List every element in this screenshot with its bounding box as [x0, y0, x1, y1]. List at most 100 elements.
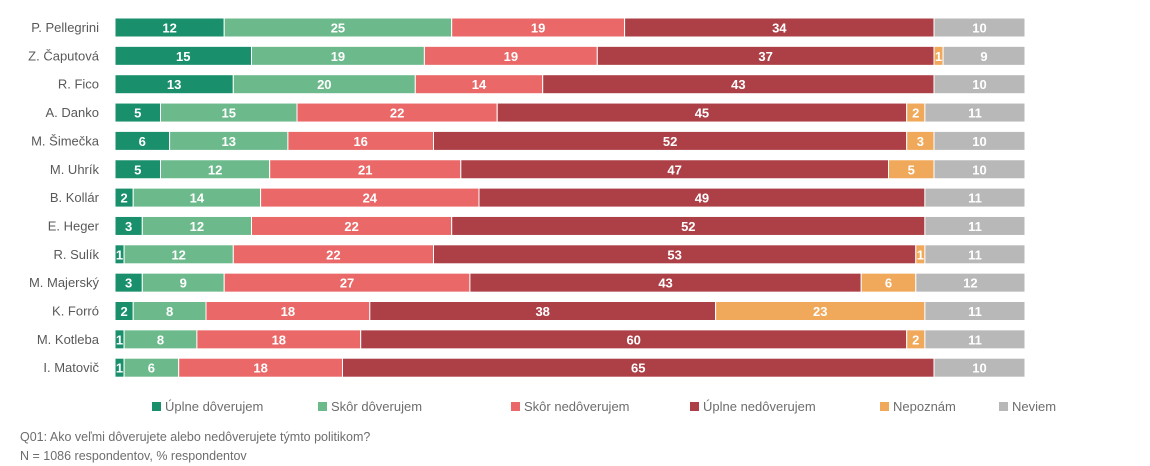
bar-row: A. Danko 5 15 22 45 2 11: [46, 102, 1026, 123]
data-label: 43: [658, 276, 672, 291]
legend-label: Skôr nedôverujem: [524, 399, 630, 414]
category-label: R. Sulík: [53, 247, 99, 262]
chart-legend: Úplne dôverujem Skôr dôverujem Skôr nedôve…: [0, 399, 1150, 419]
data-label: 10: [972, 162, 986, 177]
data-label: 11: [968, 332, 982, 347]
bar-segment: [924, 329, 1026, 350]
data-label: 20: [317, 77, 331, 92]
bar-row: P. Pellegrini 12 25 19 34 10: [31, 17, 1026, 38]
data-label: 8: [166, 304, 173, 319]
data-label: 3: [125, 219, 132, 234]
data-label: 1: [116, 361, 123, 376]
bar-segment: [924, 187, 1026, 208]
category-label: Z. Čaputová: [28, 48, 100, 63]
bar-segment: [924, 244, 1026, 265]
category-label: B. Kollár: [50, 190, 100, 205]
data-label: 12: [208, 162, 222, 177]
legend-item: Neviem: [999, 399, 1056, 414]
data-label: 2: [120, 191, 127, 206]
data-label: 5: [908, 162, 915, 177]
legend-label: Nepoznám: [893, 399, 956, 414]
data-label: 12: [162, 21, 176, 36]
data-label: 12: [190, 219, 204, 234]
legend-label: Úplne nedôverujem: [703, 399, 816, 414]
data-label: 6: [885, 276, 892, 291]
data-label: 11: [968, 304, 982, 319]
data-label: 5: [134, 162, 141, 177]
data-label: 11: [968, 219, 982, 234]
bar-row: M. Uhrík 5 12 21 47 5 10: [50, 159, 1026, 180]
data-label: 10: [972, 134, 986, 149]
legend-swatch: [152, 402, 161, 411]
data-label: 6: [139, 134, 146, 149]
data-label: 9: [180, 276, 187, 291]
data-label: 12: [963, 276, 977, 291]
legend-item: Nepoznám: [880, 399, 956, 414]
category-label: P. Pellegrini: [31, 20, 99, 35]
data-label: 1: [917, 247, 924, 262]
data-label: 11: [968, 106, 982, 121]
legend-item: Úplne dôverujem: [152, 399, 263, 414]
bar-segment: [942, 45, 1026, 66]
data-label: 53: [667, 247, 681, 262]
data-label: 1: [116, 332, 123, 347]
data-label: 21: [358, 162, 372, 177]
category-label: M. Uhrík: [50, 162, 100, 177]
category-label: K. Forró: [52, 304, 99, 319]
bar-row: E. Heger 3 12 22 52 11: [48, 215, 1026, 236]
data-label: 3: [125, 276, 132, 291]
bar-segment: [933, 17, 1026, 38]
legend-item: Skôr dôverujem: [318, 399, 422, 414]
bar-segment: [924, 301, 1026, 321]
bar-row: R. Fico 13 20 14 43 10: [58, 74, 1026, 95]
data-label: 8: [157, 332, 164, 347]
data-label: 43: [731, 77, 745, 92]
data-label: 10: [972, 21, 986, 36]
data-label: 15: [222, 106, 236, 121]
data-label: 65: [631, 361, 645, 376]
data-label: 13: [167, 77, 181, 92]
data-label: 22: [390, 106, 404, 121]
data-label: 45: [695, 106, 709, 121]
legend-swatch: [880, 402, 889, 411]
legend-label: Úplne dôverujem: [165, 399, 264, 414]
data-label: 10: [972, 361, 986, 376]
sample-note: N = 1086 respondentov, % respondentov: [20, 449, 247, 463]
bar-segment: [924, 215, 1026, 236]
category-label: M. Majerský: [29, 275, 100, 290]
bar-row: R. Sulík 1 12 22 53 1 11: [53, 244, 1026, 265]
data-label: 27: [340, 276, 354, 291]
bar-segment: [933, 130, 1026, 151]
data-label: 34: [772, 21, 787, 36]
bar-segment: [933, 357, 1026, 378]
category-label: M. Kotleba: [37, 332, 100, 347]
category-label: R. Fico: [58, 77, 99, 92]
data-label: 1: [116, 247, 123, 262]
stacked-bar-chart: P. Pellegrini 12 25 19 34 10Z. Čaputová 15 19 19…: [28, 17, 1026, 378]
data-label: 22: [344, 219, 358, 234]
bar-row: M. Majerský 3 9 27 43 6 12: [29, 272, 1026, 293]
category-label: M. Šimečka: [31, 133, 100, 148]
category-label: I. Matovič: [43, 360, 99, 375]
bar-segment: [933, 159, 1026, 180]
data-label: 47: [667, 162, 681, 177]
data-label: 5: [134, 106, 141, 121]
bar-row: M. Šimečka 6 13 16 52 3 10: [31, 130, 1026, 151]
data-label: 11: [968, 247, 982, 262]
bar-row: Z. Čaputová 15 19 19 37 1 9: [28, 45, 1026, 66]
question-note: Q01: Ako veľmi dôverujete alebo nedôveru…: [20, 430, 371, 444]
data-label: 14: [472, 77, 487, 92]
bar-row: K. Forró 2 8 18 38 23 11: [52, 301, 1026, 321]
legend-swatch: [690, 402, 699, 411]
data-label: 60: [626, 332, 640, 347]
data-label: 10: [972, 77, 986, 92]
data-label: 52: [663, 134, 677, 149]
data-label: 18: [281, 304, 295, 319]
bar-segment: [915, 272, 1026, 293]
legend-swatch: [511, 402, 520, 411]
data-label: 37: [758, 49, 772, 64]
data-label: 15: [176, 49, 190, 64]
data-label: 1: [935, 49, 942, 64]
bar-row: M. Kotleba 1 8 18 60 2 11: [37, 329, 1026, 350]
bar-segment: [924, 102, 1026, 123]
